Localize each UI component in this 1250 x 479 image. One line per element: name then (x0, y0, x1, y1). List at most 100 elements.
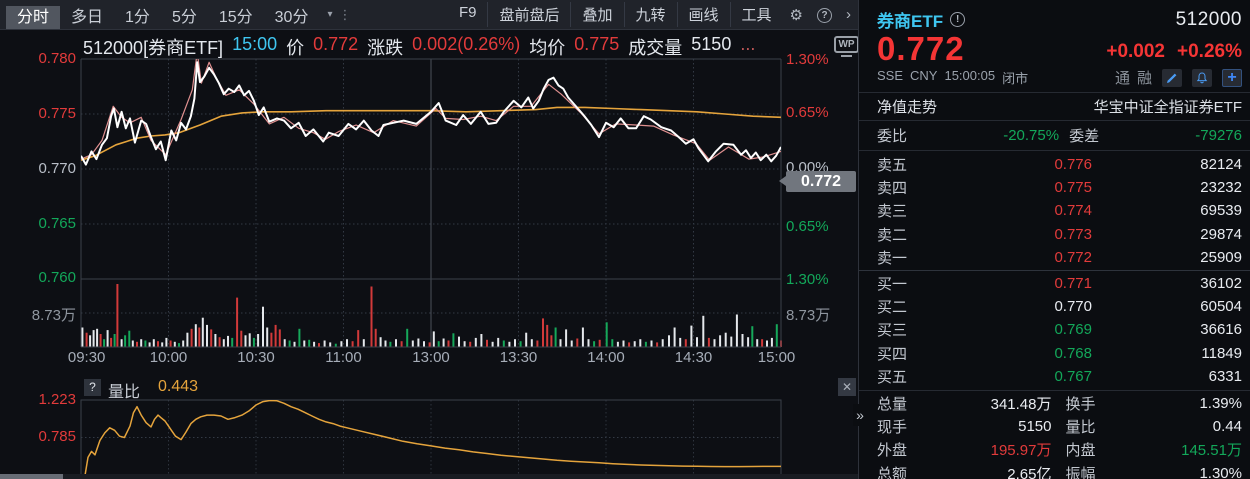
level-label: 买三 (877, 322, 908, 340)
last-price: 0.772 (877, 30, 965, 67)
subchart-axis-label: 0.785 (38, 428, 76, 445)
gear-icon[interactable]: ⚙ (789, 6, 803, 24)
level-price[interactable]: 0.775 (1054, 179, 1092, 197)
legend-time: 15:00 (232, 34, 278, 54)
info-icon[interactable]: ! (950, 12, 966, 27)
stat-label: 量比 (1065, 419, 1096, 437)
level-volume: 82124 (1200, 156, 1242, 174)
level-price[interactable]: 0.776 (1054, 156, 1092, 174)
tab-30分[interactable]: 30分 (274, 8, 309, 26)
stat-value: 145.51万 (1181, 442, 1242, 460)
subchart-help-icon[interactable]: ? (84, 379, 101, 396)
bid-row: 买二 0.770 60504 (859, 295, 1250, 318)
quote-time: 15:00:05 (944, 68, 996, 83)
time-axis-label: 11:00 (325, 349, 362, 366)
bid-row: 买五 0.767 6331 (859, 365, 1250, 388)
panel-collapse-icon[interactable]: » (853, 404, 867, 426)
legend-price: 0.772 (313, 34, 359, 54)
chart-svg[interactable] (0, 30, 858, 479)
y-axis-label: 0.780 (38, 50, 76, 67)
ask-row: 卖四 0.775 23232 (859, 176, 1250, 199)
horizontal-scrollbar[interactable] (0, 474, 858, 479)
level-volume: 11849 (1201, 344, 1242, 362)
y-axis-label: 0.765 (38, 215, 76, 232)
orderbook-divider (859, 269, 1250, 271)
y-axis-label: 0.760 (38, 269, 76, 286)
level-price[interactable]: 0.770 (1054, 298, 1092, 316)
level-price[interactable]: 0.769 (1054, 321, 1092, 339)
ask-row: 卖三 0.774 69539 (859, 199, 1250, 222)
bid-row: 买三 0.769 36616 (859, 318, 1250, 341)
ask-row: 卖五 0.776 82124 (859, 153, 1250, 176)
time-axis-label: 10:00 (149, 349, 188, 366)
level-label: 卖二 (877, 226, 908, 244)
wp-window-icon[interactable]: WP (834, 36, 859, 53)
level-price[interactable]: 0.772 (1054, 248, 1092, 266)
stats-rows: 总量 341.48万 换手 1.39% 现手 5150 量比 0.44 外盘 195.97万 内盘 1… (859, 391, 1250, 479)
pct-axis-label: 0.65% (786, 218, 829, 235)
more-options-icon[interactable]: ⋮ (338, 6, 352, 22)
level-price[interactable]: 0.768 (1054, 344, 1092, 362)
level-price[interactable]: 0.774 (1054, 202, 1092, 220)
chevron-down-icon[interactable]: ▾ (327, 9, 333, 20)
legend-volume-label: 成交量 (628, 38, 683, 58)
legend-ellipsis: ... (740, 34, 756, 54)
period-tabs: 分时 多日 1分 5分 15分 30分 (6, 3, 319, 29)
subchart-indicator-label: 量比 (108, 384, 141, 401)
stat-label: 换手 (1065, 395, 1096, 413)
subchart-indicator-value: 0.443 (158, 378, 199, 395)
bid-levels: 买一 0.771 36102 买二 0.770 60504 买三 0.769 36616 买四 0.… (859, 272, 1250, 388)
alert-bell-icon[interactable] (1192, 68, 1212, 87)
exchange-label: SSE (877, 68, 904, 83)
time-axis-label: 13:30 (499, 349, 538, 366)
intraday-chart[interactable]: 512000[券商ETF] 15:00 价 0.772 涨跌 0.002(0.2… (0, 30, 859, 479)
level-price[interactable]: 0.771 (1054, 275, 1092, 293)
toolbar-item-画线[interactable]: 画线 (676, 2, 730, 27)
toolbar-item-F9[interactable]: F9 (458, 4, 477, 21)
level-price[interactable]: 0.767 (1054, 367, 1092, 385)
currency-label: CNY (910, 68, 938, 83)
scrollbar-thumb[interactable] (0, 474, 63, 479)
subchart-close-icon[interactable]: ✕ (838, 378, 856, 396)
tab-5分[interactable]: 5分 (171, 8, 197, 26)
level-label: 卖四 (877, 180, 908, 198)
stat-value: 0.44 (1212, 418, 1242, 436)
level-volume: 25909 (1200, 248, 1242, 266)
expand-right-icon[interactable]: › (846, 6, 851, 23)
toolbar-item-九转[interactable]: 九转 (623, 2, 677, 27)
help-icon[interactable]: ? (810, 7, 839, 23)
edit-pencil-icon[interactable] (1162, 68, 1182, 87)
nav-trend-link[interactable]: 净值走势 (877, 99, 938, 116)
add-watchlist-icon[interactable]: + (1222, 68, 1242, 87)
level-label: 卖一 (877, 249, 908, 267)
chart-legend: 512000[券商ETF] 15:00 价 0.772 涨跌 0.002(0.2… (83, 34, 755, 60)
stat-value: 2.65亿 (1007, 465, 1052, 479)
quote-header: 券商ETF ! 512000 0.772 +0.002 +0.26% SSE C… (859, 0, 1250, 88)
time-axis-label: 09:30 (67, 349, 106, 366)
y-axis-label: 0.775 (38, 105, 76, 122)
pct-axis-label: 1.30% (786, 51, 829, 68)
y-axis-label: 0.770 (38, 160, 76, 177)
tab-15分[interactable]: 15分 (218, 8, 253, 26)
level-price[interactable]: 0.773 (1054, 225, 1092, 243)
tab-1分[interactable]: 1分 (125, 8, 150, 26)
tab-多日[interactable]: 多日 (71, 8, 104, 26)
level-label: 买五 (877, 368, 908, 386)
toolbar-item-叠加[interactable]: 叠加 (570, 2, 623, 27)
stat-label: 振幅 (1065, 465, 1096, 479)
level-label: 卖三 (877, 203, 908, 221)
time-axis-label: 14:00 (587, 349, 625, 366)
ask-levels: 卖五 0.776 82124 卖四 0.775 23232 卖三 0.774 69539 卖二 0.… (859, 151, 1250, 269)
legend-volume: 5150 (691, 34, 732, 54)
level-label: 买二 (877, 299, 908, 317)
ask-row: 卖一 0.772 25909 (859, 246, 1250, 269)
time-axis-label: 10:30 (237, 349, 275, 366)
tab-分时[interactable]: 分时 (6, 5, 61, 29)
stat-label: 总量 (877, 395, 908, 413)
weibi-value: -20.75% (1003, 127, 1060, 144)
stat-label: 内盘 (1065, 442, 1096, 460)
stat-value: 341.48万 (990, 395, 1052, 413)
toolbar-item-工具[interactable]: 工具 (729, 2, 783, 27)
toolbar-item-盘前盘后[interactable]: 盘前盘后 (487, 2, 570, 27)
level-volume: 6331 (1208, 367, 1242, 385)
